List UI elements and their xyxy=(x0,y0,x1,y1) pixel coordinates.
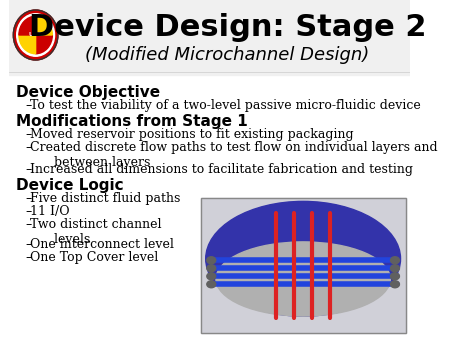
Ellipse shape xyxy=(391,273,400,280)
Wedge shape xyxy=(36,16,52,35)
Text: Increased all dimensions to facilitate fabrication and testing: Increased all dimensions to facilitate f… xyxy=(30,163,413,176)
Wedge shape xyxy=(19,35,36,54)
Text: –: – xyxy=(25,192,31,205)
Text: Moved reservoir positions to fit existing packaging: Moved reservoir positions to fit existin… xyxy=(30,128,354,141)
Text: One interconnect level: One interconnect level xyxy=(30,238,174,251)
Ellipse shape xyxy=(216,242,390,316)
Text: Device Design: Stage 2: Device Design: Stage 2 xyxy=(29,14,426,43)
Ellipse shape xyxy=(207,273,216,280)
Text: To test the viability of a two-level passive micro-fluidic device: To test the viability of a two-level pas… xyxy=(30,99,421,112)
Text: Two distinct channel
      levels: Two distinct channel levels xyxy=(30,218,162,246)
Wedge shape xyxy=(19,16,36,35)
Text: –: – xyxy=(25,163,31,176)
Text: Created discrete flow paths to test flow on individual layers and
      between : Created discrete flow paths to test flow… xyxy=(30,141,438,169)
Ellipse shape xyxy=(207,281,216,288)
Ellipse shape xyxy=(207,265,216,272)
Text: UMD: UMD xyxy=(28,32,43,38)
Circle shape xyxy=(14,10,58,60)
Text: –: – xyxy=(25,128,31,141)
Wedge shape xyxy=(36,35,52,54)
Text: –: – xyxy=(25,218,31,231)
Bar xyxy=(201,198,405,333)
Text: 11 I/O: 11 I/O xyxy=(30,205,70,218)
Text: –: – xyxy=(25,251,31,264)
Ellipse shape xyxy=(391,257,400,264)
Bar xyxy=(201,198,405,333)
Ellipse shape xyxy=(391,265,400,272)
Text: –: – xyxy=(25,205,31,218)
Circle shape xyxy=(17,14,54,56)
Ellipse shape xyxy=(207,257,216,264)
Text: –: – xyxy=(25,141,31,154)
Text: –: – xyxy=(25,238,31,251)
Text: One Top Cover level: One Top Cover level xyxy=(30,251,158,264)
Text: Device Logic: Device Logic xyxy=(16,178,124,193)
Text: Device Objective: Device Objective xyxy=(16,85,160,100)
Bar xyxy=(9,0,410,75)
Ellipse shape xyxy=(391,281,400,288)
Text: Five distinct fluid paths: Five distinct fluid paths xyxy=(30,192,180,205)
Text: –: – xyxy=(25,99,31,112)
Ellipse shape xyxy=(206,201,400,316)
Text: (Modified Microchannel Design): (Modified Microchannel Design) xyxy=(85,46,369,64)
Text: Modifications from Stage 1: Modifications from Stage 1 xyxy=(16,114,248,129)
